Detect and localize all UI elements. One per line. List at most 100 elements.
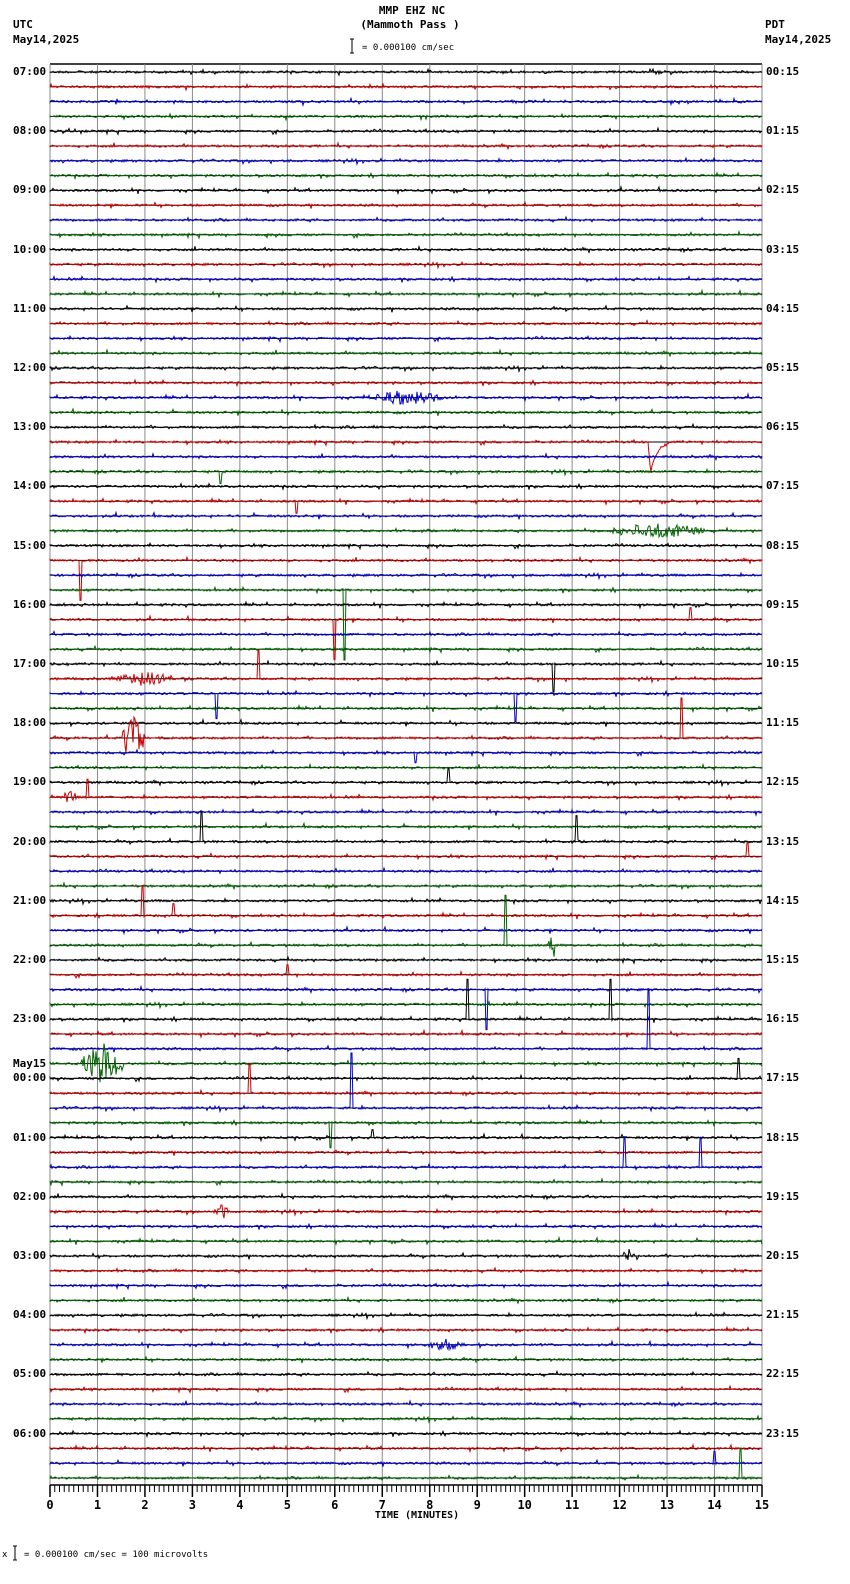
- seismic-trace: [49, 364, 763, 374]
- pdt-hour-label: 01:15: [766, 124, 800, 138]
- seismic-trace: [49, 1204, 763, 1219]
- seismic-trace: [49, 1235, 763, 1247]
- utc-hour-label: 05:00: [13, 1367, 47, 1381]
- seismic-trace: [49, 334, 763, 344]
- utc-hour-label: 12:00: [13, 361, 47, 374]
- utc-hour-label: 06:00: [13, 1426, 47, 1440]
- seismic-trace: [49, 1248, 763, 1261]
- seismic-trace: [49, 1414, 763, 1424]
- seismic-trace: [49, 1177, 763, 1187]
- seismic-trace: [49, 304, 763, 313]
- pdt-hour-label: 19:15: [766, 1189, 800, 1203]
- seismic-trace: [49, 438, 763, 472]
- seismic-trace: [49, 964, 763, 979]
- seismic-trace: [49, 1447, 763, 1481]
- utc-hour-label: 11:00: [13, 301, 47, 315]
- seismic-trace: [49, 748, 763, 764]
- seismic-trace: [49, 156, 763, 166]
- utc-hour-label: 19:00: [13, 775, 47, 789]
- seismic-trace: [49, 378, 763, 388]
- seismic-trace: [49, 1062, 762, 1098]
- seismic-trace: [49, 1442, 763, 1454]
- seismic-trace: [49, 244, 763, 254]
- seismic-trace: [49, 1338, 763, 1352]
- utc-hour-label: 08:00: [13, 124, 47, 138]
- pdt-hour-label: 04:15: [766, 301, 800, 315]
- pdt-hour-label: 17:15: [766, 1071, 800, 1085]
- seismic-trace: [49, 894, 763, 957]
- seismic-trace: [49, 1052, 763, 1114]
- pdt-hour-label: 02:15: [766, 183, 800, 197]
- seismic-trace: [49, 807, 763, 817]
- seismic-trace: [49, 452, 763, 462]
- utc-hour-label: 04:00: [13, 1308, 47, 1322]
- x-tick-label: 5: [284, 1498, 291, 1512]
- seismic-trace: [49, 866, 763, 875]
- x-tick-label: 1: [94, 1498, 101, 1512]
- seismic-trace: [49, 348, 763, 358]
- seismic-trace: [49, 390, 763, 406]
- seismic-trace: [49, 1310, 763, 1321]
- utc-hour-label: 02:00: [13, 1189, 47, 1203]
- pdt-hour-label: 06:15: [766, 420, 800, 434]
- seismic-trace: [49, 767, 763, 788]
- seismic-trace: [49, 112, 763, 122]
- x-tick-label: 8: [426, 1498, 433, 1512]
- seismic-trace: [49, 704, 763, 714]
- pdt-hour-label: 20:15: [766, 1249, 800, 1262]
- seismic-trace: [49, 644, 763, 654]
- pdt-hour-label: 14:15: [766, 893, 800, 907]
- pdt-hour-label: 08:15: [766, 538, 800, 552]
- seismic-trace: [49, 650, 763, 686]
- seismic-trace: [49, 1369, 763, 1378]
- seismic-trace: [49, 1147, 763, 1156]
- seismic-trace: [49, 841, 763, 862]
- x-tick-label: 4: [236, 1498, 243, 1512]
- seismic-trace: [49, 184, 763, 196]
- seismic-trace: [49, 260, 763, 270]
- seismic-trace: [49, 600, 763, 610]
- x-axis-label: TIME (MINUTES): [374, 1510, 460, 1521]
- pdt-hour-label: 03:15: [766, 242, 800, 256]
- seismic-trace: [49, 762, 763, 772]
- date-change-label: May15: [13, 1057, 47, 1071]
- pdt-hour-label: 22:15: [766, 1367, 800, 1381]
- seismic-trace: [49, 689, 763, 723]
- seismic-trace: [49, 924, 763, 936]
- utc-hour-label: 20:00: [13, 834, 47, 848]
- seismic-trace: [49, 126, 763, 136]
- seismic-trace: [49, 1043, 763, 1083]
- seismic-trace: [49, 955, 763, 965]
- seismic-trace: [49, 141, 763, 151]
- seismic-trace: [49, 1429, 763, 1439]
- seismic-trace: [49, 510, 763, 520]
- pdt-hour-label: 21:15: [766, 1308, 800, 1322]
- x-tick-label: 3: [189, 1498, 196, 1512]
- seismic-trace: [49, 1222, 762, 1231]
- seismic-trace: [49, 1325, 763, 1335]
- utc-hour-label: 10:00: [13, 242, 47, 256]
- pdt-hour-label: 11:15: [766, 716, 800, 730]
- pdt-hour-label: 05:15: [766, 361, 800, 374]
- utc-hour-label: 15:00: [13, 538, 47, 552]
- x-tick-label: 2: [141, 1498, 148, 1512]
- utc-hour-label: 16:00: [13, 597, 47, 611]
- seismic-trace: [49, 896, 763, 906]
- x-tick-label: 13: [660, 1498, 674, 1512]
- pdt-hour-label: 23:15: [766, 1426, 800, 1440]
- utc-hour-label: 07:00: [13, 65, 47, 78]
- utc-hour-label: 17:00: [13, 657, 47, 670]
- seismic-trace: [49, 885, 763, 920]
- pdt-hour-label: 10:15: [766, 657, 800, 670]
- seismic-trace: [49, 1355, 763, 1364]
- utc-hour-label: 18:00: [13, 716, 47, 730]
- pdt-hour-label: 18:15: [766, 1130, 800, 1144]
- seismic-trace: [49, 881, 763, 891]
- seismic-trace: [49, 811, 763, 846]
- seismic-trace: [49, 215, 763, 223]
- seismic-trace: [49, 1192, 763, 1202]
- pdt-hour-label: 13:15: [766, 834, 800, 848]
- x-tick-label: 15: [755, 1498, 769, 1512]
- seismic-trace: [49, 1384, 763, 1394]
